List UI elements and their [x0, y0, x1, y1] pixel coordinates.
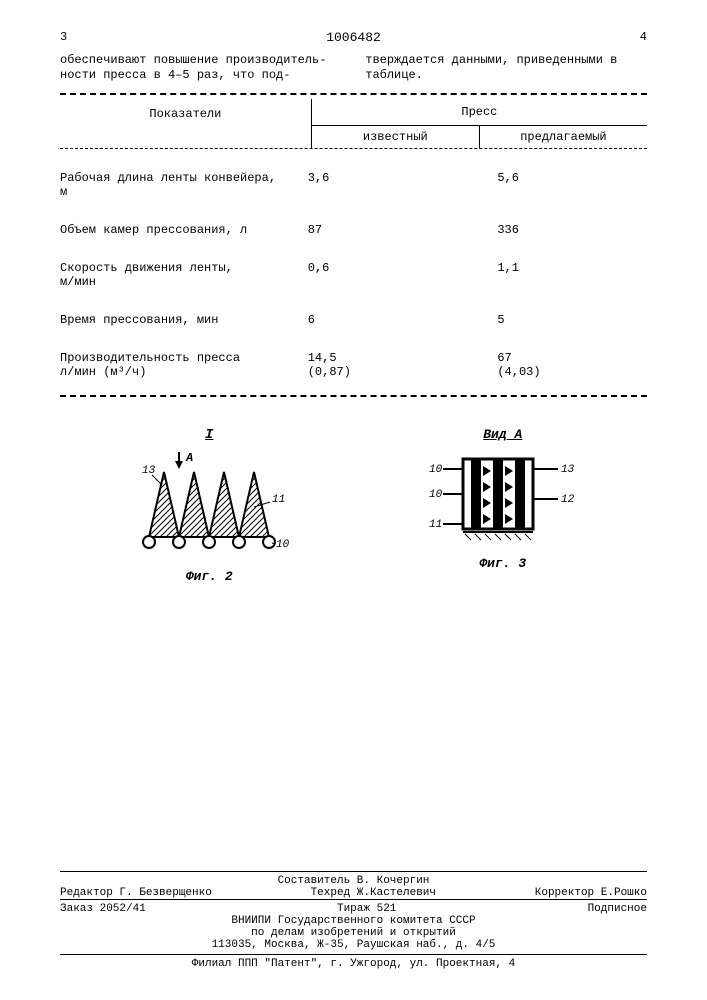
intro-text: обеспечивают повышение производитель- но… — [60, 53, 647, 83]
tirage: Тираж 521 — [337, 903, 396, 915]
row-v2: 67 (4,03) — [457, 351, 647, 379]
row-v2: 336 — [457, 223, 647, 237]
row-label: Производительность пресса л/мин (м³/ч) — [60, 351, 283, 379]
figures-row: I А — [60, 427, 647, 584]
table-body: Рабочая длина ленты конвейера, м 3,6 5,6… — [60, 149, 647, 391]
row-v2: 1,1 — [457, 261, 647, 289]
row-v1: 3,6 — [283, 171, 458, 199]
fig3-view-label: Вид А — [423, 427, 583, 442]
address: 113035, Москва, Ж-35, Раушская наб., д. … — [60, 939, 647, 951]
svg-text:11: 11 — [429, 519, 442, 531]
intro-left: обеспечивают повышение производитель- но… — [60, 53, 342, 83]
table-row: Производительность пресса л/мин (м³/ч) 1… — [60, 339, 647, 391]
row-label: Скорость движения ленты, м/мин — [60, 261, 283, 289]
row-v1: 87 — [283, 223, 458, 237]
row-v1: 14,5 (0,87) — [283, 351, 458, 379]
th-known: известный — [312, 126, 480, 148]
row-label: Объем камер прессования, л — [60, 223, 283, 237]
svg-text:11: 11 — [272, 494, 285, 506]
credits-row: Редактор Г. Безверщенко Техред Ж.Кастеле… — [60, 887, 647, 899]
row-label: Рабочая длина ленты конвейера, м — [60, 171, 283, 199]
fig2-caption: Фиг. 2 — [124, 569, 294, 584]
table-row: Рабочая длина ленты конвейера, м 3,6 5,6 — [60, 159, 647, 211]
svg-text:10: 10 — [429, 489, 443, 501]
row-label: Время прессования, мин — [60, 313, 283, 327]
composer-line: Составитель В. Кочергин — [60, 875, 647, 887]
svg-text:10: 10 — [429, 464, 443, 476]
techred: Техред Ж.Кастелевич — [311, 887, 436, 899]
table-row: Время прессования, мин 6 5 — [60, 301, 647, 339]
subscription: Подписное — [588, 903, 647, 915]
colophon: Составитель В. Кочергин Редактор Г. Безв… — [60, 871, 647, 970]
svg-text:13: 13 — [561, 464, 575, 476]
org-line-1: ВНИИПИ Государственного комитета СССР — [60, 915, 647, 927]
th-press: Пресс известный предлагаемый — [312, 99, 647, 148]
th-press-label: Пресс — [312, 99, 647, 126]
fig2-section-label: I — [124, 427, 294, 443]
patent-page: 3 1006482 4 обеспечивают повышение произ… — [0, 0, 707, 1000]
figure-3: Вид А — [423, 427, 583, 584]
fig3-svg: 10 10 11 13 12 — [423, 444, 583, 554]
svg-text:13: 13 — [142, 465, 156, 477]
table-row: Объем камер прессования, л 87 336 — [60, 211, 647, 249]
row-v1: 0,6 — [283, 261, 458, 289]
corrector: Корректор Е.Рошко — [535, 887, 647, 899]
editor: Редактор Г. Безверщенко — [60, 887, 212, 899]
header-row: 3 1006482 4 — [60, 30, 647, 45]
row-v2: 5 — [457, 313, 647, 327]
row-v2: 5,6 — [457, 171, 647, 199]
svg-text:10: 10 — [276, 539, 290, 551]
row-v1: 6 — [283, 313, 458, 327]
fig2-svg: А 13 11 10 — [124, 447, 294, 567]
table-header: Показатели Пресс известный предлагаемый — [60, 99, 647, 149]
figure-2: I А — [124, 427, 294, 584]
th-indicators: Показатели — [60, 99, 312, 148]
branch-line: Филиал ППП "Патент", г. Ужгород, ул. Про… — [60, 954, 647, 970]
fig3-caption: Фиг. 3 — [423, 556, 583, 571]
footer-block-2: Заказ 2052/41 Тираж 521 Подписное ВНИИПИ… — [60, 899, 647, 954]
svg-text:А: А — [185, 451, 193, 465]
col-num-right: 4 — [627, 30, 647, 45]
col-num-left: 3 — [60, 30, 80, 45]
table-row: Скорость движения ленты, м/мин 0,6 1,1 — [60, 249, 647, 301]
composer-name: В. Кочергин — [357, 875, 430, 887]
org-line-2: по делам изобретений и открытий — [60, 927, 647, 939]
composer-label: Составитель — [278, 875, 351, 887]
data-table: Показатели Пресс известный предлагаемый … — [60, 93, 647, 397]
th-proposed: предлагаемый — [480, 126, 647, 148]
intro-right: тверждается данными, приведенными в табл… — [365, 53, 647, 83]
order-number: Заказ 2052/41 — [60, 903, 146, 915]
svg-text:12: 12 — [561, 494, 575, 506]
document-number: 1006482 — [80, 30, 627, 45]
